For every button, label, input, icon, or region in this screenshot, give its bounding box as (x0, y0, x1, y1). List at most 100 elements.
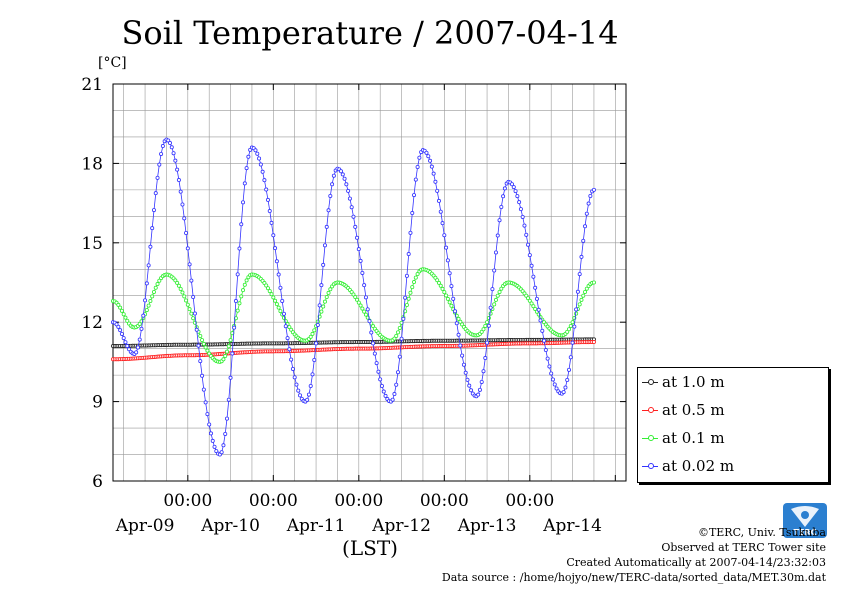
series-point (381, 389, 386, 394)
series-point (531, 274, 536, 279)
series-point (260, 169, 265, 174)
series-point (410, 211, 415, 216)
series-point (208, 431, 213, 436)
series-point (137, 321, 142, 326)
series-point (198, 359, 203, 364)
series-point (123, 340, 128, 345)
legend-item: at 0.02 m (638, 453, 828, 481)
series-point (458, 319, 463, 324)
series-point (189, 311, 194, 316)
terc-logo-text: TERC (793, 528, 817, 537)
series-point (493, 250, 498, 255)
series-point (438, 283, 443, 288)
series-point (395, 330, 400, 335)
series-point (144, 308, 149, 313)
series-point (242, 181, 247, 186)
series-point (157, 162, 162, 167)
series-point (278, 309, 283, 314)
series-point (308, 383, 313, 388)
series-point (125, 318, 130, 323)
series-point (298, 393, 303, 398)
series-point (271, 233, 276, 238)
series-point (550, 377, 555, 382)
x-date-tick-label: Apr-13 (457, 516, 517, 536)
series-point (121, 312, 126, 317)
series-point (196, 343, 201, 348)
series-point (264, 187, 269, 192)
series-point (347, 196, 352, 201)
series-point (369, 330, 374, 335)
series-point (563, 385, 568, 390)
series-point (433, 179, 438, 184)
series-point (379, 383, 384, 388)
series-point (572, 324, 577, 329)
series-point (554, 386, 559, 391)
series-point (269, 292, 274, 297)
series-point (360, 306, 365, 311)
series-point (281, 311, 286, 316)
series-point (310, 331, 315, 336)
series-point (449, 284, 454, 289)
series-point (322, 243, 327, 248)
series-point (353, 224, 358, 229)
series-point (561, 390, 566, 395)
series-point (428, 158, 433, 163)
series-point (351, 214, 356, 219)
y-tick-label: 15 (81, 234, 103, 254)
copyright-text: ©TERC, Univ. Tsukuba (697, 526, 826, 539)
series-point (479, 379, 484, 384)
series-point (184, 298, 189, 303)
series-point (258, 162, 263, 167)
series-point (356, 300, 361, 305)
series-point (160, 144, 165, 149)
series-point (189, 278, 194, 283)
series-point (362, 309, 367, 314)
series-point (440, 221, 445, 226)
y-unit-label: [°C] (98, 55, 127, 71)
series-point (444, 245, 449, 250)
series-point (178, 189, 183, 194)
series-point (355, 235, 360, 240)
series-point (469, 388, 474, 393)
series-point (310, 372, 315, 377)
series-point (326, 208, 331, 213)
legend-item: at 0.5 m (638, 397, 828, 425)
series-point (376, 369, 381, 374)
series-point (116, 302, 121, 307)
series-point (118, 305, 123, 310)
series-point (583, 224, 588, 229)
series-point (228, 338, 233, 343)
series-point (239, 222, 244, 227)
series-point (483, 323, 488, 328)
series-point (438, 209, 443, 214)
series-point (460, 353, 465, 358)
series-point (267, 289, 272, 294)
series-point (326, 290, 331, 295)
series-point (224, 349, 229, 354)
series-point (241, 288, 246, 293)
series-point (148, 299, 153, 304)
series-point (493, 297, 498, 302)
series-point (536, 307, 541, 312)
series-point (274, 302, 279, 307)
series-point (287, 347, 292, 352)
x-time-tick-label: 00:00 (163, 491, 212, 511)
series-point (176, 178, 181, 183)
series-point (568, 323, 573, 328)
series-point (296, 388, 301, 393)
series-point (135, 345, 140, 350)
y-tick-label: 12 (81, 313, 103, 333)
series-point (397, 354, 402, 359)
series-point (175, 167, 180, 172)
series-point (305, 397, 310, 402)
series-point (289, 357, 294, 362)
series-point (328, 287, 333, 292)
series-point (203, 400, 208, 405)
series-point (187, 307, 192, 312)
series-point (540, 328, 545, 333)
series-point (184, 231, 189, 236)
legend-label: at 0.1 m (662, 429, 725, 447)
series-point (342, 176, 347, 181)
series-point (526, 296, 531, 301)
series-point (456, 332, 461, 337)
